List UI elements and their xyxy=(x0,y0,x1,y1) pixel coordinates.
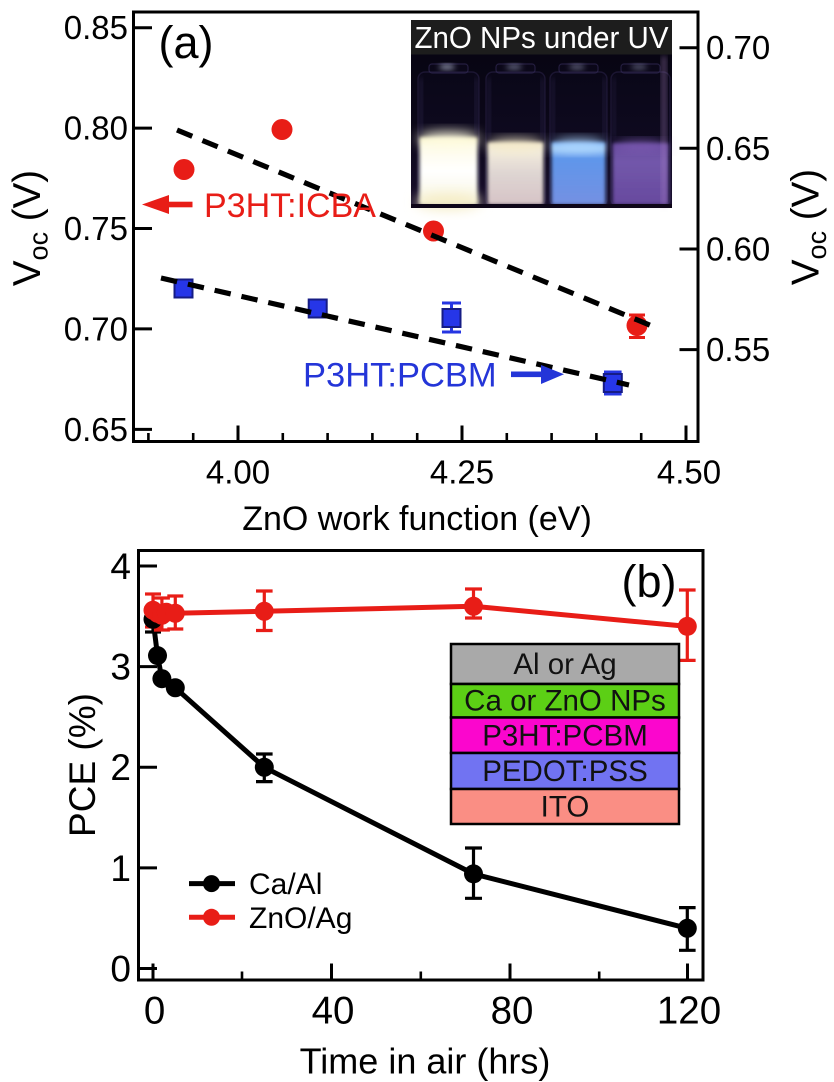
svg-text:0.80: 0.80 xyxy=(64,110,128,147)
svg-text:ZnO NPs under UV: ZnO NPs under UV xyxy=(415,20,669,55)
svg-text:3: 3 xyxy=(110,647,131,688)
svg-text:0.65: 0.65 xyxy=(706,130,770,167)
svg-text:(a): (a) xyxy=(159,17,214,68)
svg-text:Voc (V): Voc (V) xyxy=(6,170,54,286)
svg-text:ITO: ITO xyxy=(541,791,590,824)
svg-text:0.65: 0.65 xyxy=(64,411,128,448)
svg-text:4: 4 xyxy=(110,546,131,587)
svg-text:0.75: 0.75 xyxy=(64,210,128,247)
svg-text:0.55: 0.55 xyxy=(706,331,770,368)
svg-text:0: 0 xyxy=(110,949,131,990)
svg-text:Voc (V): Voc (V) xyxy=(785,169,833,285)
svg-text:Time in air (hrs): Time in air (hrs) xyxy=(300,1041,551,1082)
svg-text:ZnO/Ag: ZnO/Ag xyxy=(249,902,352,935)
svg-text:(b): (b) xyxy=(622,556,677,607)
svg-text:P3HT:PCBM: P3HT:PCBM xyxy=(303,357,497,395)
svg-text:40: 40 xyxy=(312,990,355,1033)
svg-text:80: 80 xyxy=(491,990,534,1033)
svg-text:PCE (%): PCE (%) xyxy=(62,693,103,837)
svg-text:0: 0 xyxy=(144,990,165,1033)
svg-text:Ca or ZnO NPs: Ca or ZnO NPs xyxy=(464,685,666,718)
svg-text:Al or Ag: Al or Ag xyxy=(513,648,616,681)
svg-text:0.60: 0.60 xyxy=(706,231,770,268)
svg-text:ZnO work function (eV): ZnO work function (eV) xyxy=(242,500,592,538)
svg-text:0.85: 0.85 xyxy=(64,9,128,46)
svg-text:0.70: 0.70 xyxy=(64,310,128,347)
svg-text:P3HT:PCBM: P3HT:PCBM xyxy=(482,720,648,753)
svg-text:1: 1 xyxy=(110,848,131,889)
svg-text:4.00: 4.00 xyxy=(206,454,270,491)
svg-text:4.50: 4.50 xyxy=(657,454,721,491)
svg-text:P3HT:ICBA: P3HT:ICBA xyxy=(204,187,376,225)
svg-text:4.25: 4.25 xyxy=(430,454,494,491)
svg-text:Ca/Al: Ca/Al xyxy=(249,868,322,901)
svg-text:120: 120 xyxy=(657,990,721,1033)
svg-text:PEDOT:PSS: PEDOT:PSS xyxy=(482,755,648,788)
svg-text:0.70: 0.70 xyxy=(706,29,770,66)
svg-text:2: 2 xyxy=(110,747,131,788)
